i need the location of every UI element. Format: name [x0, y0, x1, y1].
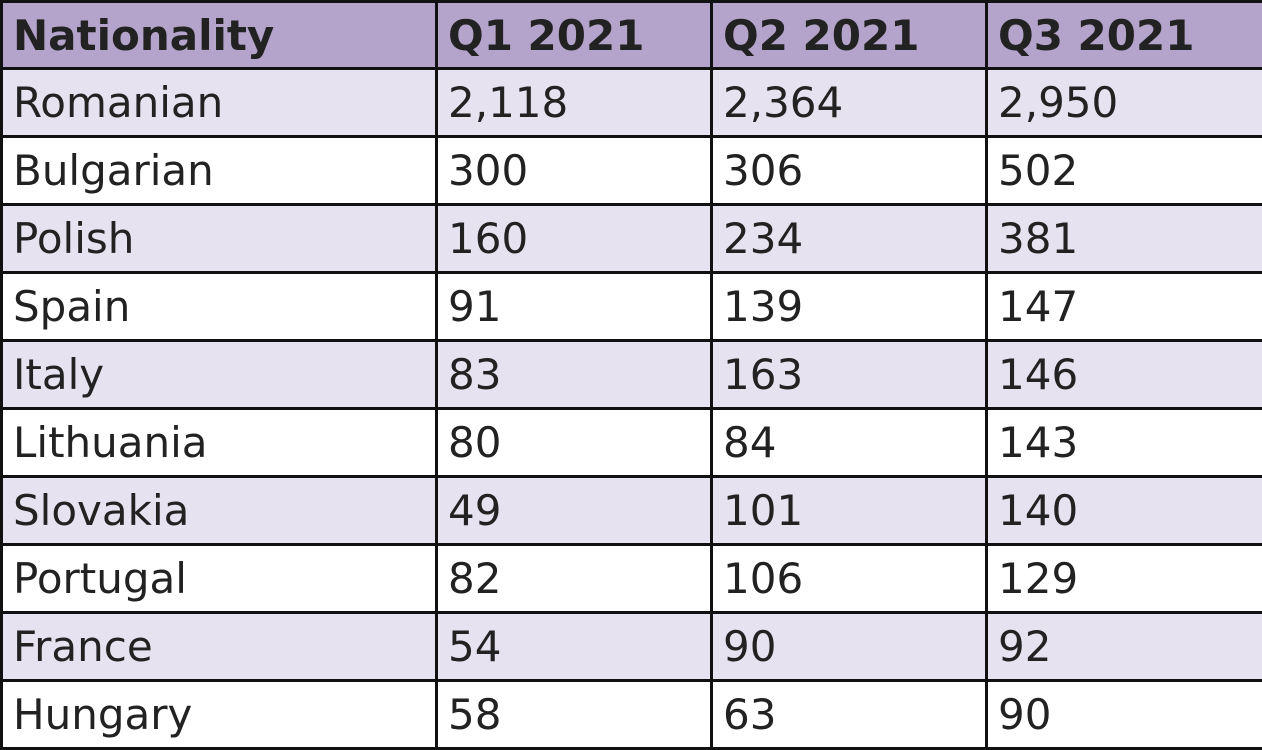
header-row: Nationality Q1 2021 Q2 2021 Q3 2021 [0, 0, 1262, 70]
row-label: Bulgarian [0, 135, 438, 206]
row-label: Spain [0, 271, 438, 342]
cell: 2,364 [710, 67, 988, 138]
cell: 139 [710, 271, 988, 342]
header-cell: Q1 2021 [435, 0, 713, 70]
cell: 381 [985, 203, 1262, 274]
cell: 234 [710, 203, 988, 274]
table-body: Romanian 2,118 2,364 2,950 Bulgarian 300 306 50… [0, 67, 1262, 750]
header-cell: Q3 2021 [985, 0, 1262, 70]
row-label: Italy [0, 339, 438, 410]
cell: 58 [435, 679, 713, 750]
cell: 84 [710, 407, 988, 478]
cell: 147 [985, 271, 1262, 342]
cell: 82 [435, 543, 713, 614]
table-row: Italy 83 163 146 [0, 339, 1262, 410]
cell: 2,118 [435, 67, 713, 138]
table-row: Bulgarian 300 306 502 [0, 135, 1262, 206]
table-row: France 54 90 92 [0, 611, 1262, 682]
header-cell: Q2 2021 [710, 0, 988, 70]
cell: 146 [985, 339, 1262, 410]
table-row: Polish 160 234 381 [0, 203, 1262, 274]
cell: 92 [985, 611, 1262, 682]
cell: 83 [435, 339, 713, 410]
row-label: Romanian [0, 67, 438, 138]
cell: 101 [710, 475, 988, 546]
cell: 106 [710, 543, 988, 614]
cell: 160 [435, 203, 713, 274]
cell: 91 [435, 271, 713, 342]
cell: 140 [985, 475, 1262, 546]
row-label: France [0, 611, 438, 682]
table-row: Spain 91 139 147 [0, 271, 1262, 342]
row-label: Lithuania [0, 407, 438, 478]
table-row: Romanian 2,118 2,364 2,950 [0, 67, 1262, 138]
row-label: Hungary [0, 679, 438, 750]
cell: 502 [985, 135, 1262, 206]
cell: 2,950 [985, 67, 1262, 138]
header-cell: Nationality [0, 0, 438, 70]
row-label: Polish [0, 203, 438, 274]
table-row: Hungary 58 63 90 [0, 679, 1262, 750]
cell: 143 [985, 407, 1262, 478]
cell: 300 [435, 135, 713, 206]
table-row: Slovakia 49 101 140 [0, 475, 1262, 546]
cell: 129 [985, 543, 1262, 614]
row-label: Slovakia [0, 475, 438, 546]
table-row: Lithuania 80 84 143 [0, 407, 1262, 478]
cell: 54 [435, 611, 713, 682]
cell: 90 [985, 679, 1262, 750]
cell: 49 [435, 475, 713, 546]
cell: 63 [710, 679, 988, 750]
cell: 90 [710, 611, 988, 682]
cell: 306 [710, 135, 988, 206]
cell: 80 [435, 407, 713, 478]
cell: 163 [710, 339, 988, 410]
table-row: Portugal 82 106 129 [0, 543, 1262, 614]
row-label: Portugal [0, 543, 438, 614]
